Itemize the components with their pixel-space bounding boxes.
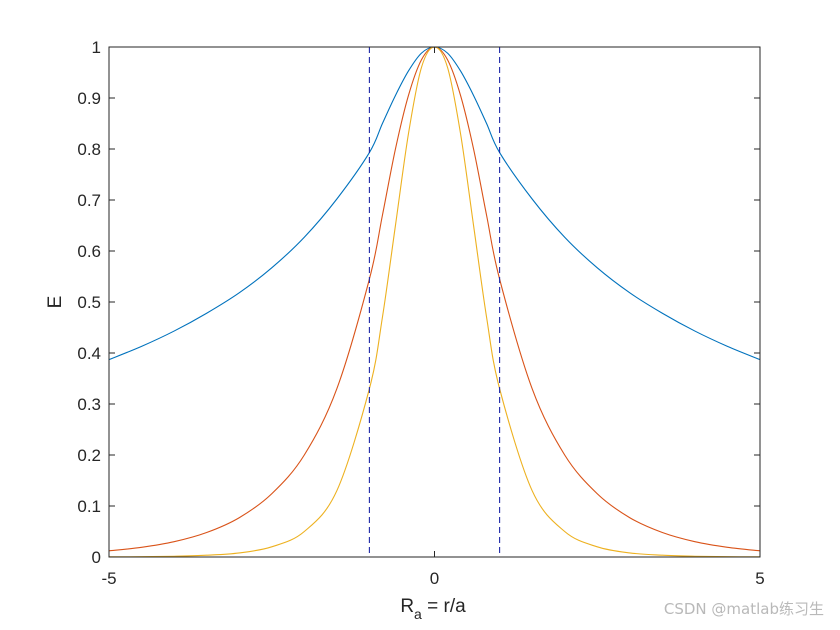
x-axis-label-rest: = r/a	[422, 596, 466, 617]
x-axis-label: Ra = r/a	[400, 596, 466, 622]
y-tick-label: 0	[92, 548, 101, 567]
y-axis-label: E	[45, 296, 66, 309]
reference-lines	[368, 47, 501, 557]
y-tick-label: 0.6	[77, 242, 101, 261]
y-tick-label: 1	[92, 38, 101, 57]
x-axis-ticks: -5 0 5	[101, 47, 765, 588]
y-tick-label: 0.8	[77, 140, 101, 159]
y-tick-label: 0.7	[77, 191, 101, 210]
x-tick-label: -5	[101, 569, 116, 588]
x-tick-label: 5	[755, 569, 764, 588]
y-axis-ticks: 0 0.1 0.2 0.3 0.4 0.5 0.6 0.7 0.8 0.9 1	[77, 38, 760, 567]
y-tick-label: 0.9	[77, 89, 101, 108]
y-tick-label: 0.4	[77, 344, 101, 363]
y-tick-label: 0.5	[77, 293, 101, 312]
plot-background	[109, 47, 760, 557]
y-tick-label: 0.1	[77, 497, 101, 516]
watermark: CSDN @matlab练习生	[664, 600, 824, 618]
x-axis-label-main: R	[400, 596, 414, 617]
x-tick-label: 0	[430, 569, 439, 588]
x-axis-label-subscript: a	[414, 606, 422, 622]
y-tick-label: 0.2	[77, 446, 101, 465]
y-tick-label: 0.3	[77, 395, 101, 414]
